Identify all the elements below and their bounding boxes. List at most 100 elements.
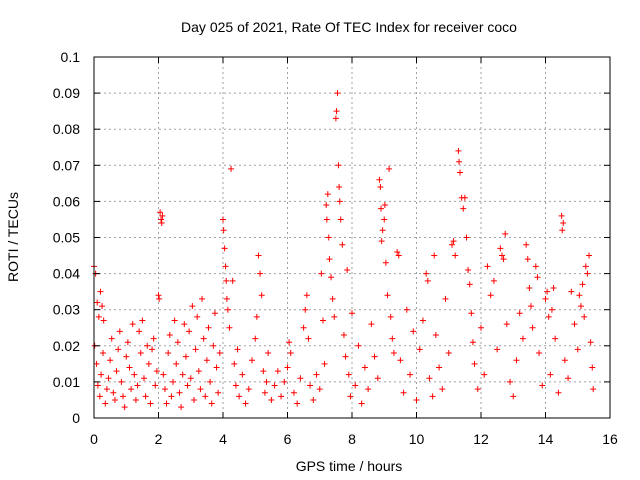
data-point <box>168 393 175 400</box>
data-point <box>319 317 326 324</box>
data-point <box>121 404 128 411</box>
data-point <box>576 292 583 299</box>
data-point <box>166 331 173 338</box>
data-point <box>390 350 397 357</box>
y-tick-label: 0.02 <box>53 338 80 354</box>
data-point <box>281 378 288 385</box>
data-point <box>236 393 243 400</box>
data-point <box>526 285 533 292</box>
y-tick-label: 0.1 <box>61 49 81 65</box>
data-point <box>99 303 106 310</box>
data-point <box>431 252 438 259</box>
data-point <box>466 281 473 288</box>
data-point <box>110 389 117 396</box>
data-point <box>134 382 141 389</box>
data-point <box>342 353 349 360</box>
data-point <box>123 353 130 360</box>
data-point <box>432 331 439 338</box>
data-point <box>208 400 215 407</box>
x-tick-label: 0 <box>90 431 98 447</box>
data-point <box>271 382 278 389</box>
data-point <box>358 400 365 407</box>
data-point <box>147 400 154 407</box>
data-point <box>349 310 355 317</box>
data-point <box>310 396 317 403</box>
y-axis-ticks: 0 0.01 0.02 0.03 0.04 0.05 0.06 0.07 0.08 0.09 0.1 <box>53 49 610 426</box>
data-point <box>95 313 102 320</box>
data-point <box>245 386 252 393</box>
x-axis-label: GPS time / hours <box>296 458 403 474</box>
data-point <box>445 350 452 357</box>
x-tick-label: 6 <box>284 431 292 447</box>
data-point <box>194 313 201 320</box>
data-point <box>558 212 565 219</box>
y-tick-label: 0 <box>72 410 80 426</box>
y-tick-label: 0.06 <box>53 193 80 209</box>
data-point <box>331 313 338 320</box>
data-point <box>323 202 330 209</box>
data-point <box>170 378 177 385</box>
data-points <box>91 90 597 411</box>
data-point <box>163 400 170 407</box>
data-point <box>581 313 588 320</box>
data-point <box>378 238 385 245</box>
data-point <box>297 375 304 382</box>
data-point <box>568 288 575 295</box>
data-point <box>215 389 222 396</box>
data-point <box>559 227 566 234</box>
data-point <box>555 389 562 396</box>
data-point <box>532 263 539 270</box>
data-point <box>113 368 120 375</box>
data-point <box>465 266 472 273</box>
data-point <box>255 252 262 259</box>
data-point <box>100 350 107 357</box>
data-point <box>344 266 351 273</box>
y-tick-label: 0.04 <box>53 266 80 282</box>
data-point <box>145 360 152 367</box>
data-point <box>126 364 133 371</box>
data-point <box>260 368 267 375</box>
data-point <box>300 324 307 331</box>
data-point <box>287 350 294 357</box>
data-point <box>203 357 210 364</box>
data-point <box>192 346 199 353</box>
data-point <box>94 299 101 306</box>
data-point <box>582 263 589 270</box>
data-point <box>181 321 188 328</box>
data-point <box>513 357 520 364</box>
data-point <box>224 306 231 313</box>
data-point <box>108 335 115 342</box>
data-point <box>586 252 593 259</box>
data-point <box>202 393 209 400</box>
data-point <box>507 378 514 385</box>
y-tick-label: 0.08 <box>53 121 80 137</box>
data-point <box>328 274 335 281</box>
data-point <box>536 350 543 357</box>
data-point <box>93 360 100 367</box>
x-tick-label: 4 <box>219 431 227 447</box>
data-point <box>226 324 233 331</box>
data-point <box>161 386 168 393</box>
data-point <box>150 335 157 342</box>
data-point <box>577 303 584 310</box>
x-tick-label: 12 <box>473 431 489 447</box>
x-tick-label: 14 <box>538 431 554 447</box>
data-point <box>587 339 594 346</box>
data-point <box>574 346 581 353</box>
data-point <box>545 313 552 320</box>
data-point <box>220 216 226 223</box>
data-point <box>160 371 167 378</box>
data-point <box>500 256 507 263</box>
data-point <box>355 342 362 349</box>
data-point <box>118 378 125 385</box>
data-point <box>103 386 110 393</box>
data-point <box>221 245 228 252</box>
x-tick-label: 8 <box>348 431 356 447</box>
data-point <box>516 310 523 317</box>
data-point <box>339 241 346 248</box>
data-point <box>469 339 476 346</box>
data-point <box>174 339 181 346</box>
data-point <box>436 364 443 371</box>
data-point <box>220 227 227 234</box>
data-point <box>155 292 162 299</box>
